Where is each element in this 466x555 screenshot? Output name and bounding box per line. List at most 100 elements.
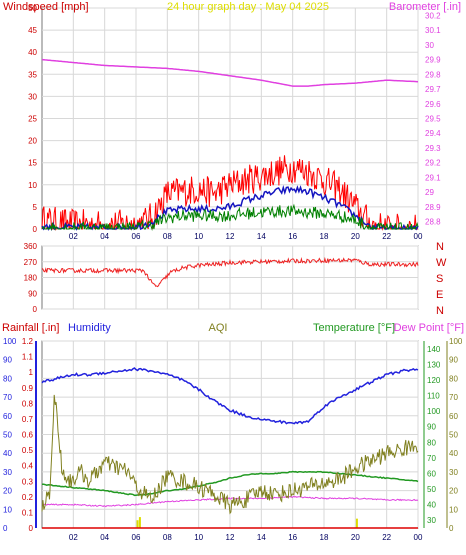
windspeed-tick-label: 25 (28, 115, 37, 124)
temperature-tick-label: 40 (427, 501, 436, 510)
rainfall-tick-label: 0.5 (22, 446, 34, 455)
x-tick-label: 12 (226, 232, 235, 241)
humidity-series (41, 367, 419, 425)
windspeed-axis-label: Windspeed [mph] (3, 1, 89, 13)
barometer-tick-label: 29.3 (425, 144, 441, 153)
aqi-tick-label: 10 (449, 505, 458, 514)
wind-direction-series (41, 256, 419, 288)
aqi-series (41, 394, 419, 515)
direction-tick-label: 180 (24, 274, 38, 283)
humidity-tick-label: 100 (3, 337, 17, 346)
rainfall-tick-label: 0.2 (22, 493, 34, 502)
humidity-tick-label: 30 (3, 468, 12, 477)
temperature-tick-label: 140 (427, 345, 441, 354)
temperature-series (42, 470, 419, 497)
humidity-tick-label: 60 (3, 412, 12, 421)
barometer-tick-label: 28.9 (425, 203, 441, 212)
windspeed-tick-label: 0 (33, 225, 38, 234)
compass-label: N (436, 305, 444, 317)
rainfall-tick-label: 0.9 (22, 384, 34, 393)
rainfall-tick-label: 0.3 (22, 477, 34, 486)
x-tick-label: 18 (320, 232, 329, 241)
humidity-tick-label: 90 (3, 356, 12, 365)
compass-label: W (436, 257, 447, 269)
rain-series (41, 367, 419, 529)
temperature-tick-label: 30 (427, 516, 436, 525)
direction-tick-label: 90 (28, 289, 37, 298)
x-tick-label: 22 (382, 232, 391, 241)
barometer-tick-label: 29.9 (425, 56, 441, 65)
rain-tick-labels: 02 04 06 08 10 12 14 16 18 20 22 001009080706050403… (3, 337, 463, 542)
barometer-series (41, 58, 419, 87)
x-tick-label: 18 (320, 533, 329, 542)
x-tick-label: 08 (163, 533, 172, 542)
dew-point-axis-label: Dew Point [°F] (394, 322, 464, 334)
humidity-tick-label: 0 (3, 524, 8, 533)
dew-point-series (42, 495, 419, 508)
rainfall-tick-label: 0.4 (22, 462, 34, 471)
temperature-tick-label: 50 (427, 485, 436, 494)
barometer-tick-label: 29.6 (425, 100, 441, 109)
aqi-tick-label: 20 (449, 487, 458, 496)
wind-grid (42, 7, 419, 230)
temperature-axis-label: Temperature [°F] (313, 322, 395, 334)
x-tick-label: 20 (351, 533, 360, 542)
barometer-tick-label: 29 (425, 188, 434, 197)
windspeed-tick-label: 50 (28, 4, 37, 13)
aqi-tick-label: 90 (449, 356, 458, 365)
rainfall-tick-label: 1.1 (22, 353, 34, 362)
aqi-tick-label: 100 (449, 337, 463, 346)
rain-grid (42, 340, 419, 529)
rainfall-tick-label: 0.8 (22, 399, 34, 408)
direction-grid (42, 245, 419, 310)
barometer-tick-label: 29.8 (425, 70, 441, 79)
aqi-tick-label: 50 (449, 431, 458, 440)
aqi-tick-label: 30 (449, 468, 458, 477)
wind-speed-2-series (41, 203, 419, 231)
barometer-tick-label: 28.8 (425, 218, 441, 227)
temperature-tick-label: 110 (427, 392, 440, 401)
x-tick-label: 02 (69, 533, 78, 542)
rainfall-tick-label: 0 (29, 524, 34, 533)
x-tick-label: 20 (351, 232, 360, 241)
direction-tick-label: 270 (24, 258, 38, 267)
barometer-tick-label: 29.5 (425, 115, 441, 124)
x-tick-label: 16 (288, 533, 297, 542)
temperature-tick-label: 70 (427, 454, 436, 463)
temperature-tick-label: 60 (427, 469, 436, 478)
windspeed-tick-label: 10 (28, 181, 37, 190)
x-tick-label: 04 (100, 232, 109, 241)
humidity-tick-label: 50 (3, 431, 12, 440)
temperature-tick-label: 100 (427, 407, 441, 416)
windspeed-tick-label: 5 (33, 203, 38, 212)
wind-tick-labels: 02 04 06 08 10 12 14 16 18 20 22 005045403530252015… (28, 4, 441, 241)
barometer-tick-label: 29.4 (425, 129, 441, 138)
x-tick-label: 06 (132, 232, 141, 241)
humidity-tick-label: 10 (3, 505, 12, 514)
x-tick-label: 00 (414, 533, 423, 542)
humidity-tick-label: 40 (3, 449, 12, 458)
rainfall-tick-label: 1.2 (22, 337, 34, 346)
windspeed-tick-label: 40 (28, 48, 37, 57)
x-tick-label: 10 (194, 232, 203, 241)
aqi-tick-label: 0 (449, 524, 454, 533)
temperature-tick-label: 120 (427, 376, 441, 385)
aqi-tick-label: 40 (449, 449, 458, 458)
windspeed-tick-label: 15 (28, 159, 37, 168)
x-tick-label: 10 (194, 533, 203, 542)
humidity-tick-label: 80 (3, 374, 12, 383)
windspeed-tick-label: 45 (28, 26, 37, 35)
direction-series (41, 256, 419, 288)
x-tick-label: 22 (382, 533, 391, 542)
rain-rate-bar (355, 518, 358, 528)
windspeed-tick-label: 35 (28, 70, 37, 79)
windspeed-tick-label: 20 (28, 137, 37, 146)
aqi-tick-label: 80 (449, 374, 458, 383)
barometer-tick-label: 29.7 (425, 85, 441, 94)
x-tick-label: 06 (132, 533, 141, 542)
wind-series (41, 58, 419, 231)
rainfall-tick-label: 0.7 (22, 415, 34, 424)
